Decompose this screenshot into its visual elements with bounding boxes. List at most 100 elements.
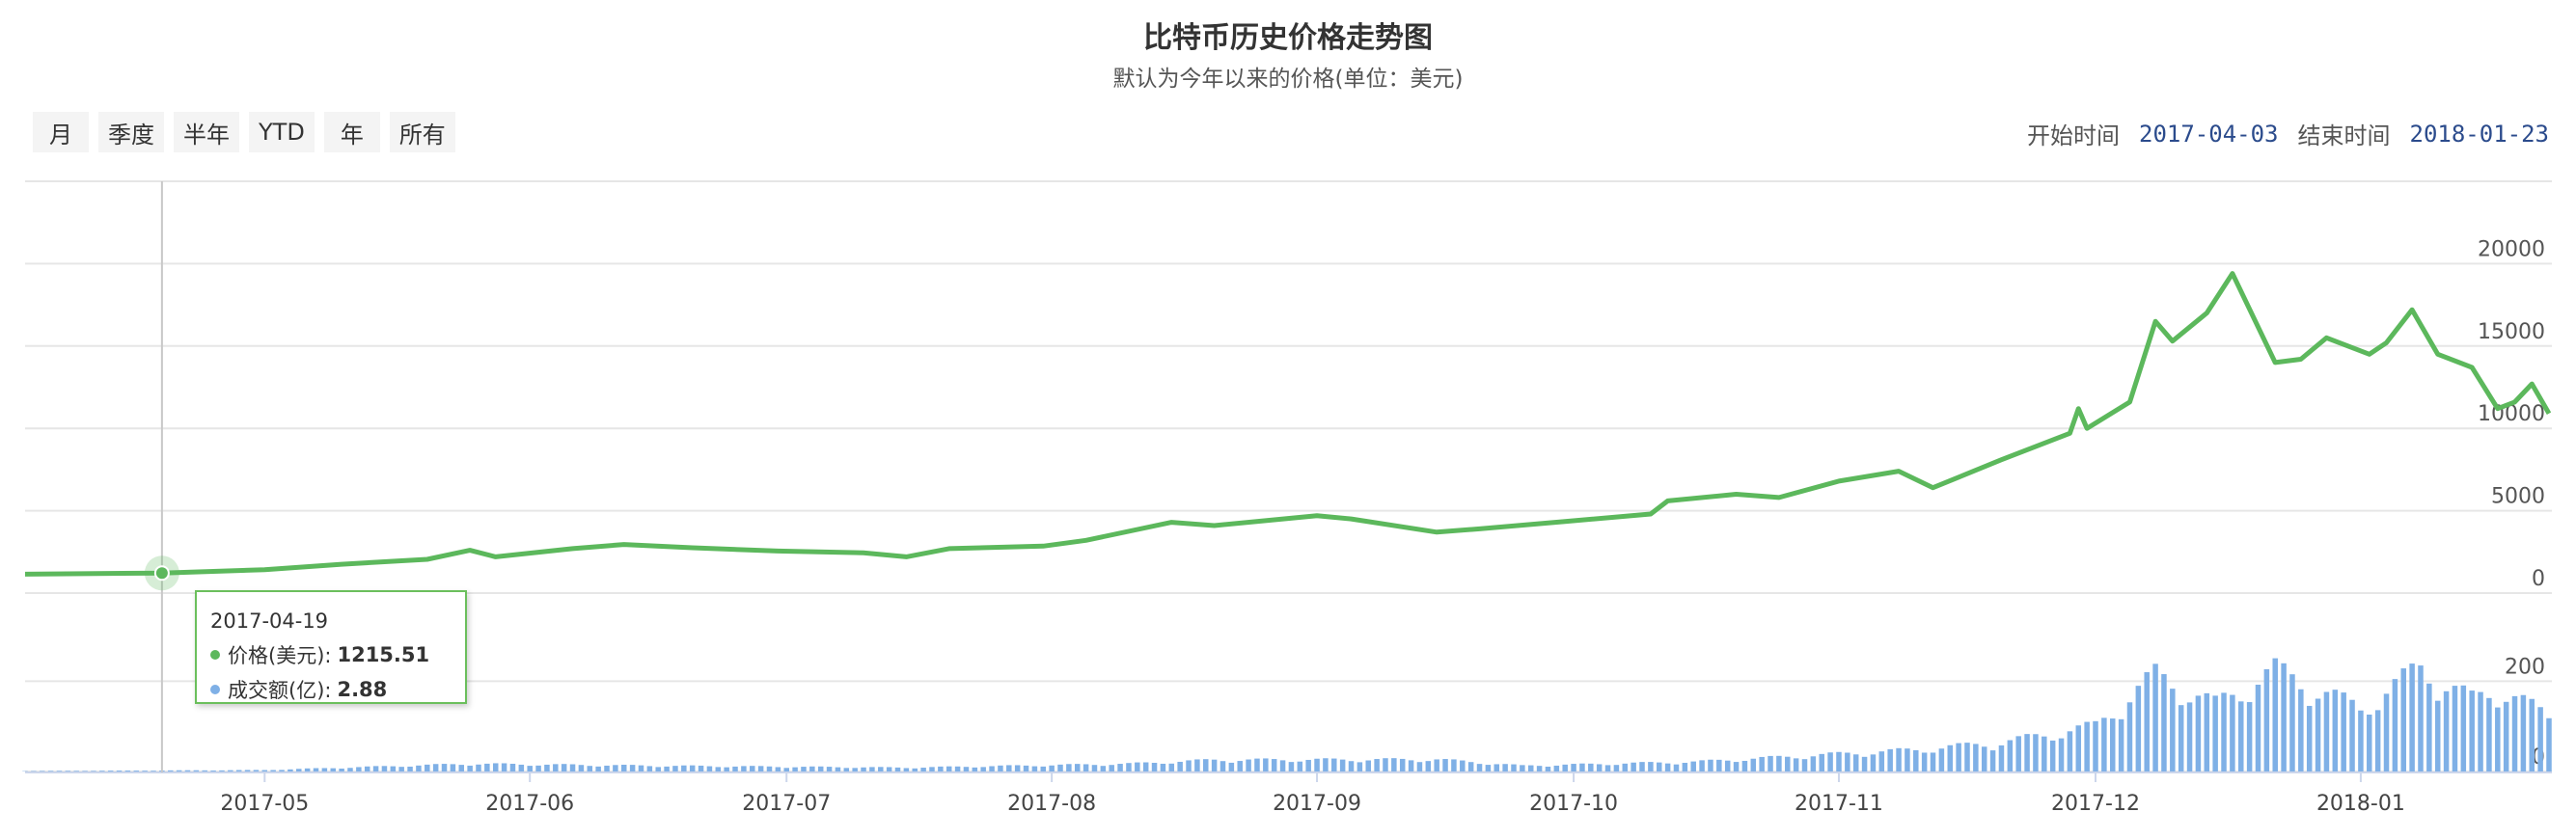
volume-bar: [2469, 690, 2475, 771]
volume-bar: [2170, 689, 2176, 771]
volume-bar: [1314, 758, 1320, 771]
chart-title: 比特币历史价格走势图: [1143, 21, 1433, 55]
volume-bar: [544, 764, 550, 771]
volume-bar: [1604, 765, 1611, 771]
volume-bar: [1451, 759, 1457, 771]
volume-bar: [1502, 764, 1508, 771]
volume-bar: [2015, 736, 2021, 771]
x-tick-label: 2017-06: [485, 792, 574, 816]
volume-bar: [1416, 762, 1423, 771]
volume-bar: [929, 767, 935, 771]
range-button-quarter[interactable]: 季度: [98, 112, 164, 152]
volume-bar: [1708, 759, 1713, 771]
volume-bar: [2511, 695, 2518, 771]
volume-bar: [1553, 765, 1560, 771]
volume-bar: [2367, 714, 2372, 771]
volume-bar: [869, 767, 875, 771]
volume-bar: [750, 766, 755, 771]
start-time-input[interactable]: 2017-04-03: [2139, 120, 2279, 148]
volume-bar: [1408, 760, 1414, 771]
volume-bar: [1082, 764, 1089, 771]
volume-bar: [945, 766, 952, 771]
price-line: [24, 271, 2552, 577]
volume-tick-label: 200: [2505, 655, 2545, 679]
end-time-input[interactable]: 2018-01-23: [2409, 120, 2550, 148]
tooltip-volume-label: 成交额(亿):: [228, 679, 332, 702]
volume-bar: [1494, 764, 1500, 771]
volume-bar: [313, 768, 319, 771]
price-tick-label: 5000: [2491, 485, 2545, 509]
volume-bar: [1998, 744, 2005, 771]
volume-bar: [1810, 756, 1817, 771]
volume-bar: [1049, 765, 1055, 771]
x-tick-label: 2017-10: [1529, 792, 1618, 816]
volume-bar: [2212, 695, 2218, 771]
volume-bar: [2434, 700, 2441, 771]
volume-bar: [655, 767, 661, 771]
volume-bar: [620, 764, 627, 771]
volume-bar: [1527, 765, 1534, 771]
price-tick-label: 10000: [2478, 402, 2545, 426]
volume-bar: [938, 766, 944, 771]
volume-bar: [484, 763, 490, 771]
volume-bar: [270, 770, 276, 771]
volume-bar: [826, 767, 833, 771]
volume-bar: [1536, 766, 1543, 771]
volume-bar: [2495, 707, 2501, 771]
volume-bar: [2418, 665, 2424, 771]
volume-bar: [492, 763, 499, 771]
volume-bar: [1254, 758, 1260, 771]
volume-bar: [2024, 734, 2030, 771]
volume-bar: [1211, 759, 1218, 771]
price-tick-label: 20000: [2478, 237, 2545, 261]
volume-bar: [527, 766, 533, 771]
volume-bar: [613, 765, 618, 771]
volume-bar: [1142, 762, 1149, 771]
start-time-label: 开始时间: [2027, 122, 2120, 149]
volume-bar: [458, 765, 465, 771]
volume-bar: [886, 767, 892, 771]
volume-bar: [2186, 702, 2193, 771]
volume-bar: [1117, 764, 1123, 771]
volume-bar: [1442, 759, 1448, 771]
volume-bar: [843, 768, 850, 771]
volume-bar: [1776, 755, 1782, 771]
volume-bar: [1648, 762, 1654, 771]
volume-bar: [2204, 692, 2210, 771]
volume-bar: [2332, 690, 2339, 771]
volume-bar: [2161, 674, 2167, 771]
range-button-half-year[interactable]: 半年: [174, 112, 239, 152]
volume-bar: [852, 768, 858, 771]
volume-bar: [2478, 691, 2483, 771]
range-selector: 月 季度 半年 YTD 年 所有: [33, 112, 455, 152]
range-button-year[interactable]: 年: [323, 112, 380, 152]
price-tick-label: 0: [2532, 567, 2545, 591]
volume-bar: [1476, 764, 1483, 771]
range-button-ytd[interactable]: YTD: [249, 112, 315, 152]
volume-bar: [1913, 749, 1919, 771]
volume-bar: [1374, 759, 1380, 771]
volume-bar: [2537, 707, 2543, 771]
volume-bar: [766, 766, 773, 771]
volume-bar: [920, 768, 926, 771]
volume-bar: [2358, 710, 2364, 771]
hover-point: [153, 565, 170, 582]
volume-bar: [2084, 721, 2090, 771]
chart-subtitle: 默认为今年以来的价格(单位：美元): [1112, 67, 1464, 92]
volume-bar: [783, 768, 789, 771]
volume-bar: [741, 766, 747, 771]
volume-bar: [1339, 759, 1346, 771]
volume-bar: [364, 766, 370, 771]
volume-bar: [629, 765, 636, 771]
range-button-all[interactable]: 所有: [389, 112, 455, 152]
volume-bar: [535, 765, 541, 771]
volume-bar: [1074, 764, 1081, 771]
volume-bar: [646, 766, 653, 771]
volume-bar: [1297, 761, 1303, 771]
range-button-month[interactable]: 月: [33, 112, 89, 152]
volume-bar: [569, 764, 576, 771]
volume-bar: [1271, 759, 1277, 771]
volume-bar: [2392, 679, 2398, 771]
volume-bar: [1520, 765, 1525, 771]
